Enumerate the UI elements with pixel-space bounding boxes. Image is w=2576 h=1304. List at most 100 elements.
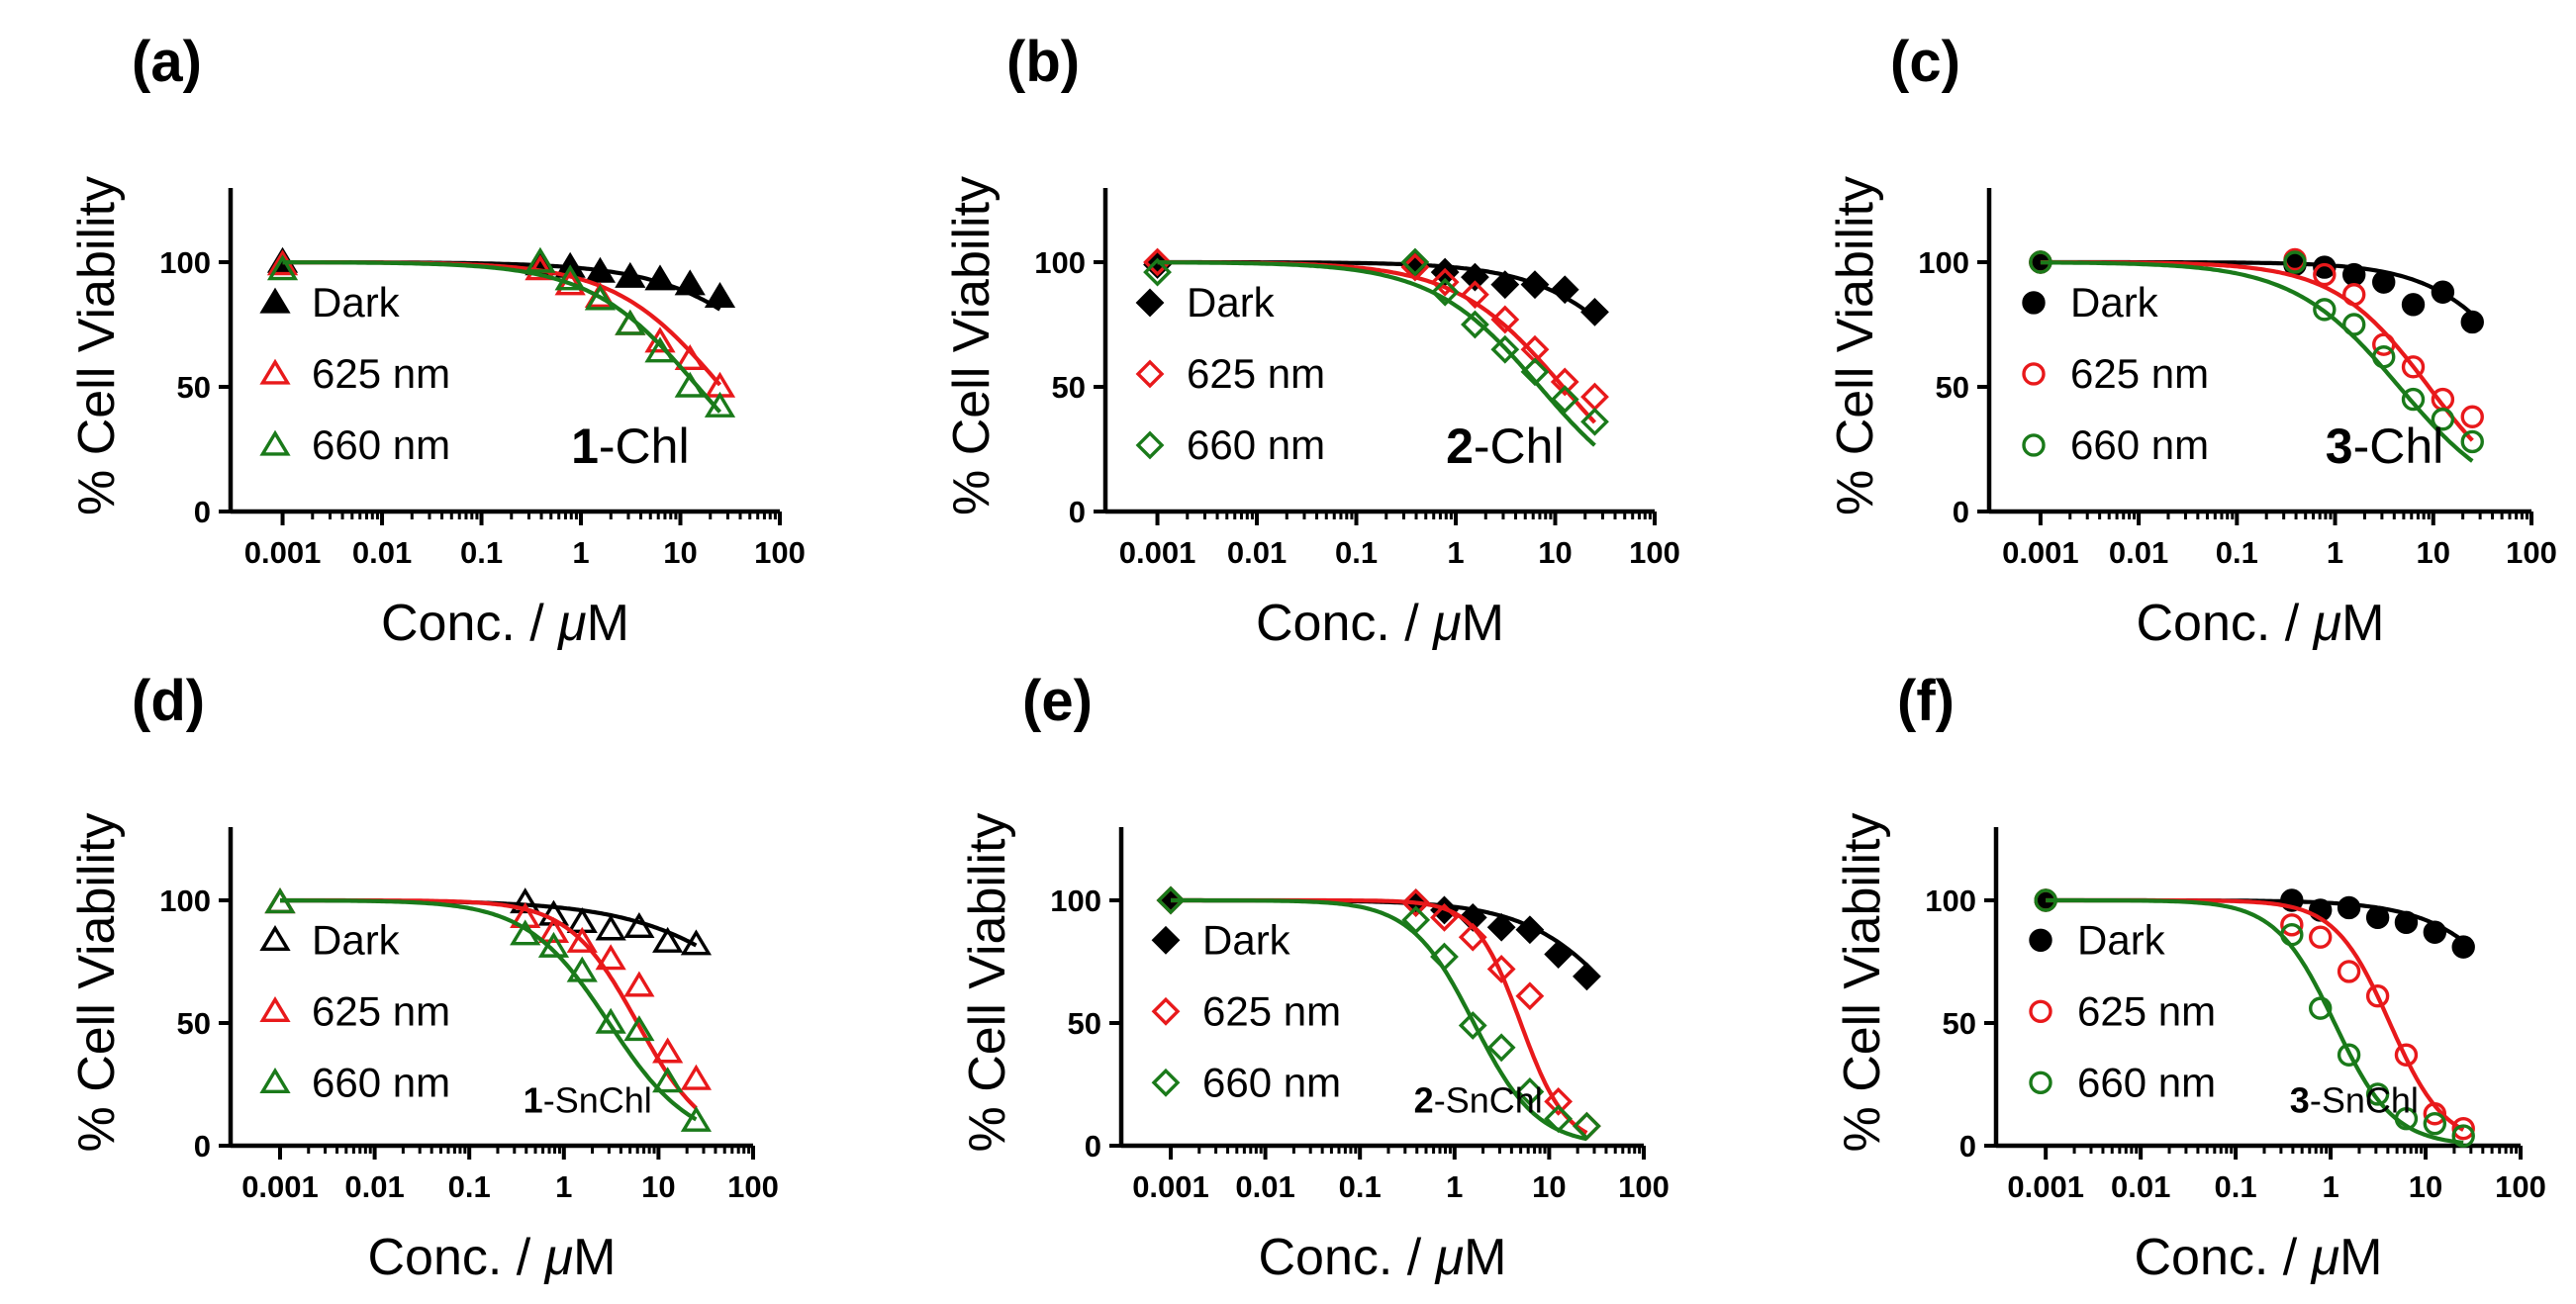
- x-axis-title: Conc. / μM: [2134, 1229, 2382, 1286]
- data-point-dark: [2423, 920, 2447, 944]
- data-point-625-nm: [1430, 902, 1459, 932]
- legend-marker: [2029, 999, 2052, 1023]
- legend-label: 625 nm: [312, 350, 450, 397]
- legend-marker: [259, 995, 291, 1023]
- data-point-660-nm: [2460, 429, 2484, 454]
- x-tick-label: 0.01: [352, 535, 412, 570]
- x-tick-label: 0.1: [1335, 535, 1378, 570]
- x-tick-label: 0.01: [1227, 535, 1287, 570]
- data-point-dark: [2401, 293, 2426, 317]
- legend-label: Dark: [1187, 279, 1276, 326]
- data-point-660-nm: [554, 264, 586, 291]
- y-tick-label: 50: [177, 370, 211, 405]
- data-point-660-nm: [566, 956, 598, 982]
- legend-label: 625 nm: [1187, 350, 1325, 397]
- x-tick-label: 1: [555, 1169, 572, 1204]
- data-point-625-nm: [525, 254, 556, 281]
- data-point-dark: [704, 281, 736, 308]
- data-point-625-nm: [2451, 1116, 2475, 1141]
- panel-label: (d): [132, 669, 205, 733]
- data-point-625-nm: [1458, 922, 1487, 952]
- y-tick-label: 0: [1069, 495, 1086, 529]
- x-tick-label: 1: [2322, 1169, 2338, 1204]
- x-tick-label: 1: [1446, 1169, 1463, 1204]
- legend-label: Dark: [312, 279, 401, 326]
- panel-e: (e) 0 50 100 0.001 0.01 0.1 1 10 100 % Cell Viabil…: [959, 669, 1670, 1286]
- legend-marker: [1135, 288, 1165, 318]
- compound-label: 1-SnChl: [524, 1079, 652, 1120]
- data-point-660-nm: [2423, 1111, 2447, 1136]
- data-point-625-nm: [1143, 247, 1172, 277]
- data-point-dark: [537, 899, 570, 926]
- data-point-660-nm: [2431, 408, 2455, 431]
- data-point-660-nm: [2342, 313, 2366, 336]
- legend-label: Dark: [2070, 279, 2159, 326]
- x-tick-label: 10: [2409, 1169, 2442, 1204]
- x-tick-label: 0.001: [2002, 535, 2079, 570]
- data-point-660-nm: [266, 254, 299, 281]
- x-tick-label: 100: [727, 1169, 779, 1204]
- data-point-625-nm: [1580, 382, 1609, 412]
- data-point-625-nm: [566, 926, 598, 953]
- compound-label: 3-Chl: [2326, 419, 2444, 474]
- data-point-660-nm: [1430, 277, 1460, 307]
- data-point-625-nm: [1401, 888, 1431, 917]
- x-tick-label: 0.1: [2215, 1169, 2257, 1204]
- x-tick-label: 0.1: [2216, 535, 2258, 570]
- data-point-dark: [1486, 912, 1516, 942]
- data-point-660-nm: [1400, 247, 1430, 277]
- legend-label: 625 nm: [1202, 987, 1341, 1034]
- data-point-660-nm: [615, 309, 646, 335]
- data-point-dark: [510, 887, 541, 914]
- data-point-dark: [1580, 297, 1609, 326]
- data-point-dark: [2394, 910, 2419, 935]
- panel-label: (c): [1890, 30, 1960, 94]
- x-tick-label: 10: [1538, 535, 1572, 570]
- data-point-625-nm: [1515, 981, 1545, 1011]
- data-point-dark: [2342, 262, 2366, 287]
- data-point-660-nm: [2029, 250, 2052, 274]
- panel-label: (b): [1006, 30, 1080, 94]
- data-point-625-nm: [537, 916, 570, 943]
- data-point-625-nm: [2401, 355, 2426, 379]
- legend-label: Dark: [2077, 916, 2166, 963]
- legend-label: 660 nm: [1202, 1059, 1341, 1105]
- legend-marker: [2022, 433, 2046, 457]
- data-point-660-nm: [2280, 923, 2304, 947]
- data-point-dark: [652, 926, 684, 953]
- data-point-660-nm: [1486, 1033, 1516, 1063]
- x-tick-label: 0.01: [2109, 535, 2168, 570]
- legend-label: 660 nm: [2077, 1059, 2216, 1105]
- data-point-660-nm: [1515, 1077, 1545, 1106]
- x-tick-label: 0.01: [1235, 1169, 1294, 1204]
- y-tick-label: 50: [177, 1006, 211, 1041]
- data-point-625-nm: [2423, 1102, 2447, 1126]
- data-point-625-nm: [2394, 1043, 2419, 1067]
- data-point-660-nm: [2372, 345, 2396, 369]
- data-point-660-nm: [510, 919, 541, 946]
- x-axis-title: Conc. / μM: [1256, 595, 1504, 652]
- x-tick-label: 100: [2495, 1169, 2546, 1204]
- data-point-dark: [615, 261, 646, 288]
- x-tick-label: 0.001: [1132, 1169, 1209, 1204]
- data-point-625-nm: [1544, 1086, 1574, 1116]
- x-tick-label: 1: [572, 535, 589, 570]
- data-point-660-nm: [2365, 1082, 2390, 1106]
- x-tick-label: 10: [641, 1169, 675, 1204]
- y-tick-label: 0: [1085, 1129, 1101, 1164]
- data-point-dark: [680, 929, 713, 956]
- y-tick-label: 0: [1959, 1129, 1976, 1164]
- y-axis-title: % Cell Viability: [959, 813, 1016, 1153]
- legend-marker: [1151, 996, 1181, 1026]
- data-point-dark: [1461, 262, 1489, 292]
- y-tick-label: 0: [1953, 495, 1969, 529]
- data-point-625-nm: [1400, 252, 1430, 282]
- x-tick-label: 0.001: [244, 535, 322, 570]
- data-point-660-nm: [1401, 905, 1431, 935]
- data-point-625-nm: [1461, 280, 1489, 310]
- x-tick-label: 0.001: [1119, 535, 1196, 570]
- data-point-dark: [1573, 962, 1601, 991]
- data-point-dark: [1490, 270, 1520, 300]
- panel-label: (e): [1022, 669, 1093, 733]
